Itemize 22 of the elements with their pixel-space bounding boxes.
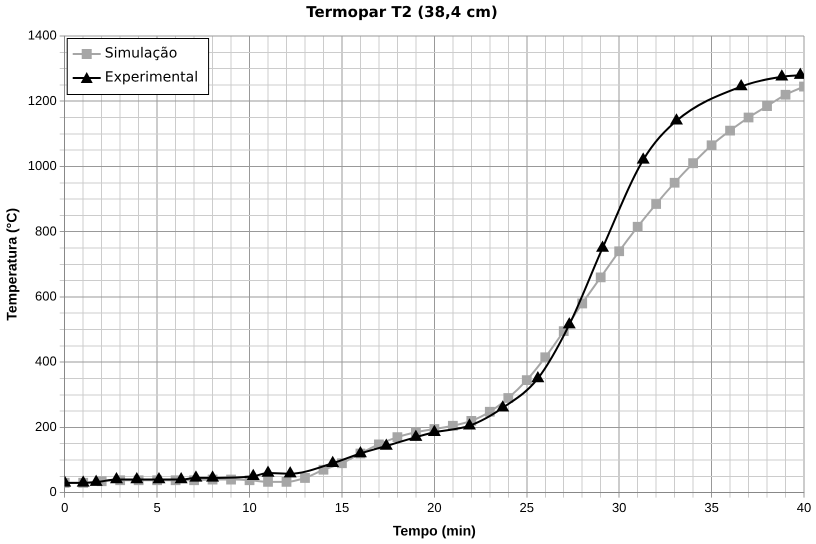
legend-label: Simulação <box>104 46 178 62</box>
x-tick-label: 35 <box>704 500 719 515</box>
y-tick-label: 1200 <box>28 92 57 108</box>
chart-title: Termopar T2 (38,4 cm) <box>306 2 498 21</box>
x-tick-label: 20 <box>427 500 442 515</box>
legend-label: Experimental <box>104 70 198 86</box>
y-tick-label: 200 <box>35 418 57 434</box>
x-tick-label: 5 <box>154 500 161 515</box>
x-tick-label: 40 <box>796 500 812 515</box>
y-tick-label: 600 <box>35 288 57 304</box>
x-tick-label: 0 <box>61 500 68 515</box>
y-tick-label: 400 <box>35 354 57 369</box>
y-tick-label: 0 <box>49 484 57 500</box>
x-tick-label: 25 <box>520 500 534 515</box>
x-tick-label: 10 <box>242 500 257 515</box>
y-axis-title: Temperatura (°C) <box>3 208 20 321</box>
x-tick-label: 30 <box>612 500 626 515</box>
y-tick-label: 1000 <box>28 158 57 174</box>
y-tick-label: 800 <box>35 223 57 238</box>
x-axis-title: Tempo (min) <box>392 522 476 538</box>
x-tick-label: 15 <box>334 500 350 515</box>
y-tick-label: 1400 <box>28 28 57 43</box>
